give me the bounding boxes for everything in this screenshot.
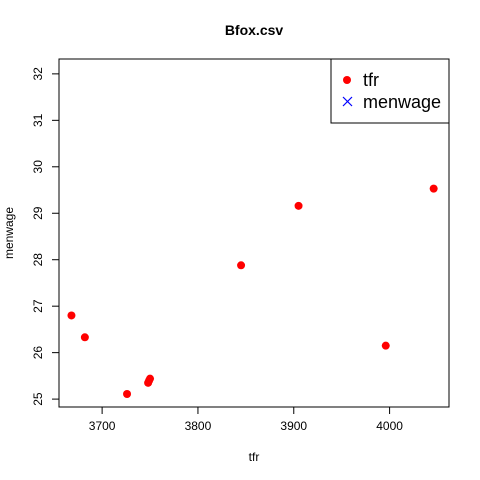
legend-label-tfr: tfr: [363, 70, 379, 90]
chart-title: Bfox.csv: [225, 22, 284, 38]
y-tick-label: 28: [31, 253, 45, 267]
y-tick-label: 31: [31, 113, 45, 127]
y-axis-label: menwage: [2, 207, 16, 259]
plot-frame: [58, 58, 450, 408]
y-tick-label: 25: [31, 392, 45, 406]
data-point: [80, 333, 89, 342]
legend-label-menwage: menwage: [363, 92, 441, 112]
x-tick-label: 3800: [185, 419, 212, 433]
x-tick-label: 4000: [376, 419, 403, 433]
data-point: [381, 341, 390, 350]
data-points: [67, 184, 438, 398]
data-point: [123, 389, 132, 398]
y-tick-label: 32: [31, 67, 45, 81]
y-axis: 25 26 27 28 29 30 31 32: [31, 67, 59, 406]
x-axis: 3700 3800 3900 4000: [89, 407, 403, 433]
x-tick-label: 3900: [280, 419, 307, 433]
legend: tfr menwage: [330, 58, 450, 124]
x-tick-label: 3700: [89, 419, 116, 433]
y-tick-label: 30: [31, 160, 45, 174]
x-axis-label: tfr: [249, 450, 260, 464]
data-point: [294, 201, 303, 210]
legend-circle-marker: [343, 76, 351, 84]
data-point: [237, 261, 246, 270]
data-point: [146, 374, 155, 383]
legend-box: [330, 58, 450, 124]
y-tick-label: 29: [31, 206, 45, 220]
data-point: [67, 311, 76, 320]
data-point: [429, 184, 438, 193]
y-tick-label: 27: [31, 299, 45, 313]
y-tick-label: 26: [31, 346, 45, 360]
legend-x-marker: [342, 96, 353, 107]
